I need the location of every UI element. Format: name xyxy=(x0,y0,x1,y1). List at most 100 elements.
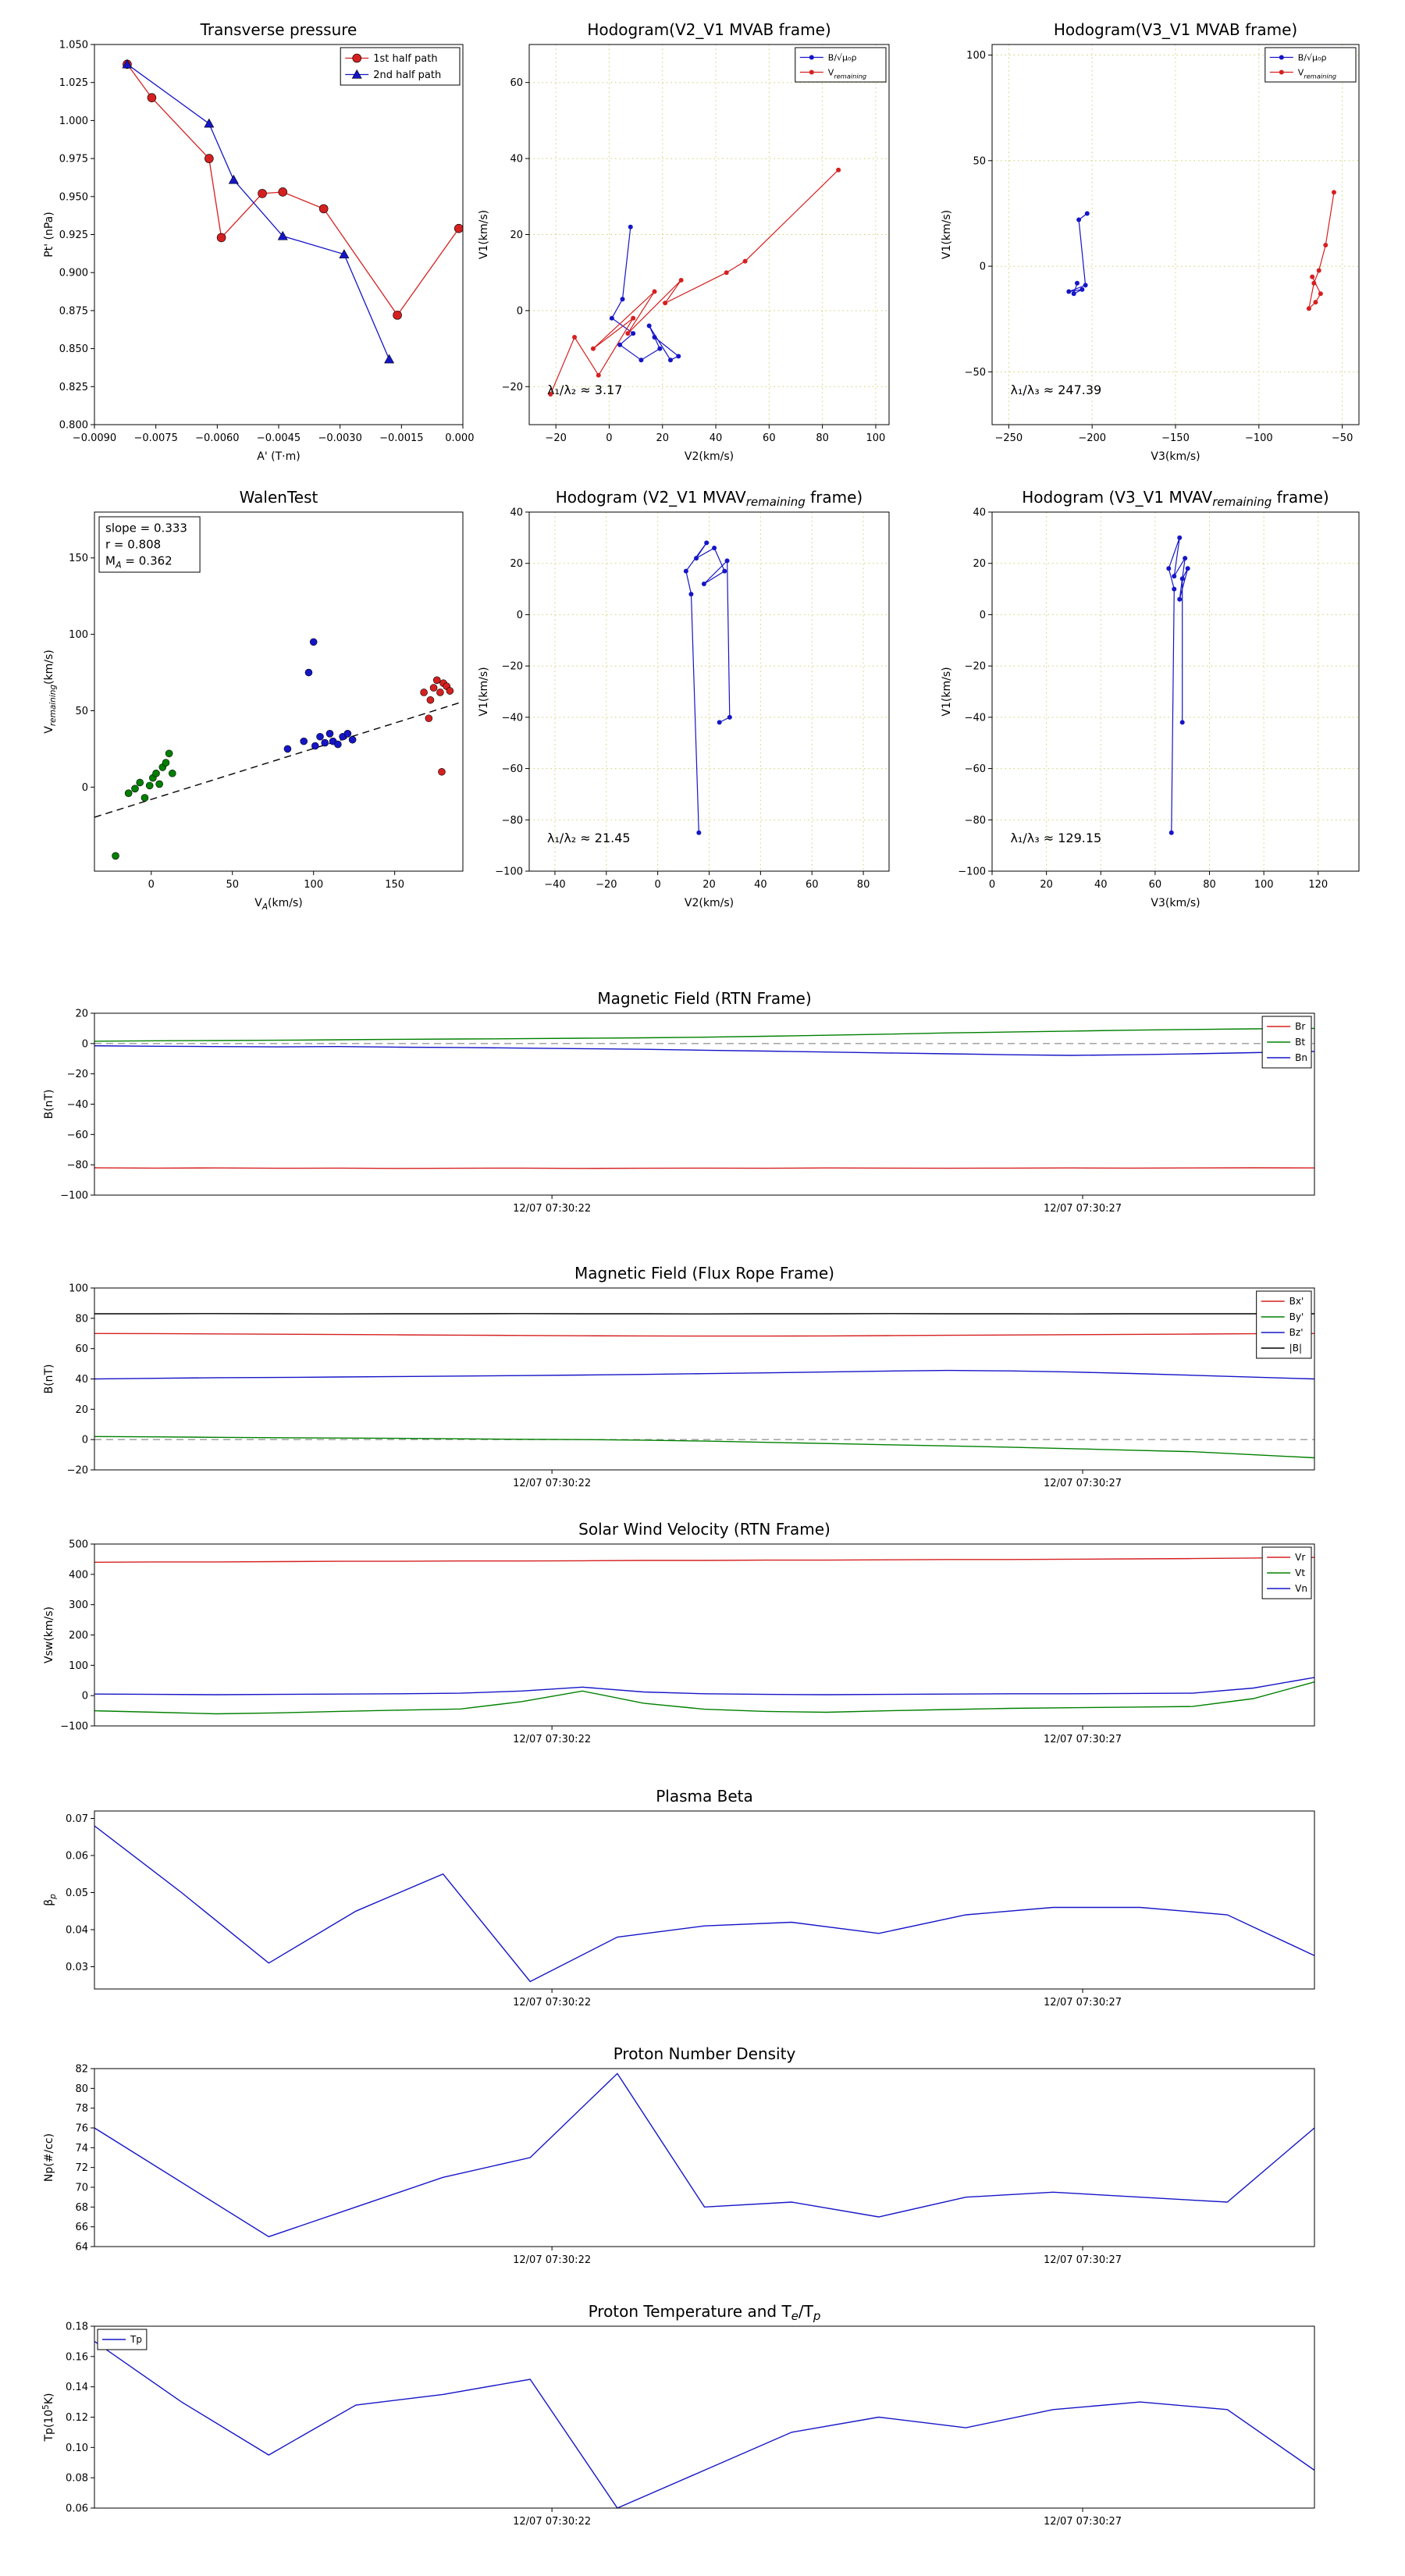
svg-text:Vremaining(km/s): Vremaining(km/s) xyxy=(43,649,58,734)
svg-text:λ₁/λ₃ ≈ 129.15: λ₁/λ₃ ≈ 129.15 xyxy=(1011,831,1102,845)
svg-text:0.975: 0.975 xyxy=(59,154,88,165)
svg-text:V2(km/s): V2(km/s) xyxy=(685,897,734,909)
chart-transverse-pressure: −0.0090 −0.0075 −0.0060 −0.0045 −0.0030 −0.00… xyxy=(40,9,481,473)
svg-text:0: 0 xyxy=(517,305,523,317)
proton-density-svg: 12/07 07:30:22 12/07 07:30:27 64 66 68 70 72 74… xyxy=(43,2044,1315,2266)
svg-text:−60: −60 xyxy=(67,1130,88,1141)
svg-text:−0.0015: −0.0015 xyxy=(379,432,423,444)
svg-text:0.825: 0.825 xyxy=(59,382,88,393)
svg-text:Bz': Bz' xyxy=(1289,1327,1304,1338)
svg-text:λ₁/λ₂ ≈ 21.45: λ₁/λ₂ ≈ 21.45 xyxy=(547,831,631,845)
svg-text:−150: −150 xyxy=(1161,432,1190,444)
svg-text:82: 82 xyxy=(75,2064,88,2076)
hodogram-v2v1-mvav-svg: −40 −20 0 20 40 60 80 −100 −80 −60 −40 −20 0 20 40 Hodo… xyxy=(478,488,890,909)
svg-text:−0.0030: −0.0030 xyxy=(318,432,361,444)
svg-text:r = 0.808: r = 0.808 xyxy=(105,537,161,551)
svg-text:12/07 07:30:27: 12/07 07:30:27 xyxy=(1044,1203,1122,1215)
svg-text:70: 70 xyxy=(75,2183,88,2194)
svg-text:B(nT): B(nT) xyxy=(43,1364,55,1394)
svg-text:Vremaining: Vremaining xyxy=(1298,67,1336,80)
svg-text:20: 20 xyxy=(656,432,669,444)
svg-text:Hodogram(V3_V1 MVAB frame): Hodogram(V3_V1 MVAB frame) xyxy=(1054,20,1297,39)
svg-text:100: 100 xyxy=(304,879,323,891)
svg-text:λ₁/λ₂ ≈ 3.17: λ₁/λ₂ ≈ 3.17 xyxy=(547,382,622,397)
svg-text:50: 50 xyxy=(226,879,239,891)
svg-text:0.950: 0.950 xyxy=(59,191,88,203)
svg-text:−50: −50 xyxy=(1332,432,1353,444)
svg-text:2nd half path: 2nd half path xyxy=(373,69,441,81)
svg-text:−100: −100 xyxy=(60,1721,88,1733)
svg-text:60: 60 xyxy=(510,77,523,89)
svg-text:0.900: 0.900 xyxy=(59,268,88,279)
svg-text:V1(km/s): V1(km/s) xyxy=(941,667,953,716)
svg-text:−60: −60 xyxy=(502,763,523,775)
svg-text:100: 100 xyxy=(69,1283,88,1295)
chart-hodogram-v3v1-mvav: 0 20 40 60 80 100 120 −100 −80 −60 −40 −20 0 20 40 Hodo… xyxy=(937,477,1371,920)
svg-text:12/07 07:30:27: 12/07 07:30:27 xyxy=(1044,1478,1122,1489)
svg-text:0: 0 xyxy=(980,262,986,273)
svg-text:Bx': Bx' xyxy=(1289,1296,1304,1307)
svg-text:0: 0 xyxy=(82,1435,88,1446)
svg-text:Vsw(km/s): Vsw(km/s) xyxy=(43,1606,55,1663)
svg-text:40: 40 xyxy=(973,507,986,519)
svg-text:0.04: 0.04 xyxy=(66,1925,88,1937)
svg-text:20: 20 xyxy=(510,229,523,241)
svg-text:−100: −100 xyxy=(1245,432,1273,444)
svg-text:0.850: 0.850 xyxy=(59,343,88,355)
svg-text:A' (T·m): A' (T·m) xyxy=(257,450,300,463)
svg-text:−80: −80 xyxy=(67,1160,88,1172)
svg-text:100: 100 xyxy=(866,432,886,444)
svg-text:WalenTest: WalenTest xyxy=(240,488,318,507)
svg-text:Hodogram (V3_V1 MVAVremaining: Hodogram (V3_V1 MVAVremaining frame) xyxy=(1022,488,1329,509)
svg-text:0.16: 0.16 xyxy=(66,2351,88,2363)
svg-text:0.875: 0.875 xyxy=(59,305,88,317)
svg-text:80: 80 xyxy=(1203,879,1216,891)
svg-text:100: 100 xyxy=(69,629,88,641)
svg-text:20: 20 xyxy=(702,879,716,891)
svg-text:80: 80 xyxy=(816,432,829,444)
svg-text:40: 40 xyxy=(75,1374,88,1386)
svg-text:400: 400 xyxy=(69,1569,88,1581)
svg-text:0: 0 xyxy=(980,610,986,621)
svg-text:40: 40 xyxy=(1094,879,1108,891)
svg-text:|B|: |B| xyxy=(1289,1343,1302,1354)
svg-text:V1(km/s): V1(km/s) xyxy=(478,210,490,259)
svg-text:−200: −200 xyxy=(1078,432,1106,444)
svg-text:60: 60 xyxy=(763,432,776,444)
svg-text:VA(km/s): VA(km/s) xyxy=(254,897,302,912)
svg-text:0.03: 0.03 xyxy=(66,1962,88,1973)
svg-text:−40: −40 xyxy=(502,712,523,724)
svg-text:0: 0 xyxy=(606,432,612,444)
svg-text:−0.0090: −0.0090 xyxy=(73,432,116,444)
svg-text:150: 150 xyxy=(385,879,404,891)
svg-text:−20: −20 xyxy=(67,1465,88,1477)
svg-text:12/07 07:30:22: 12/07 07:30:22 xyxy=(513,1997,591,2008)
svg-text:12/07 07:30:22: 12/07 07:30:22 xyxy=(513,1478,591,1489)
svg-text:V3(km/s): V3(km/s) xyxy=(1151,897,1200,909)
svg-text:−20: −20 xyxy=(67,1069,88,1080)
svg-text:74: 74 xyxy=(75,2143,88,2154)
svg-text:Pt' (nPa): Pt' (nPa) xyxy=(43,212,55,257)
svg-text:500: 500 xyxy=(69,1539,88,1551)
svg-text:72: 72 xyxy=(75,2162,88,2174)
svg-text:Magnetic Field (RTN Frame): Magnetic Field (RTN Frame) xyxy=(597,989,811,1008)
svg-text:12/07 07:30:22: 12/07 07:30:22 xyxy=(513,2254,591,2266)
svg-text:−40: −40 xyxy=(67,1099,88,1111)
svg-text:12/07 07:30:27: 12/07 07:30:27 xyxy=(1044,2254,1122,2266)
svg-text:Vremaining: Vremaining xyxy=(828,67,866,80)
svg-text:V2(km/s): V2(km/s) xyxy=(685,450,734,463)
svg-text:20: 20 xyxy=(75,1009,88,1020)
svg-text:50: 50 xyxy=(973,155,986,167)
svg-text:0: 0 xyxy=(82,1038,88,1050)
transverse-pressure-svg: −0.0090 −0.0075 −0.0060 −0.0045 −0.0030 −0.00… xyxy=(43,20,481,463)
svg-text:12/07 07:30:22: 12/07 07:30:22 xyxy=(513,2516,591,2528)
svg-text:−50: −50 xyxy=(965,367,986,379)
chart-b-rtn: 12/07 07:30:22 12/07 07:30:27 −100 −80 −60 −4… xyxy=(40,980,1326,1226)
svg-text:80: 80 xyxy=(75,2083,88,2095)
svg-text:40: 40 xyxy=(510,507,523,519)
svg-text:−20: −20 xyxy=(965,661,986,673)
svg-text:20: 20 xyxy=(973,558,986,570)
chart-b-fluxrope: 12/07 07:30:22 12/07 07:30:27 −20 0 20 40 60 80… xyxy=(40,1255,1326,1501)
svg-text:40: 40 xyxy=(510,154,523,165)
